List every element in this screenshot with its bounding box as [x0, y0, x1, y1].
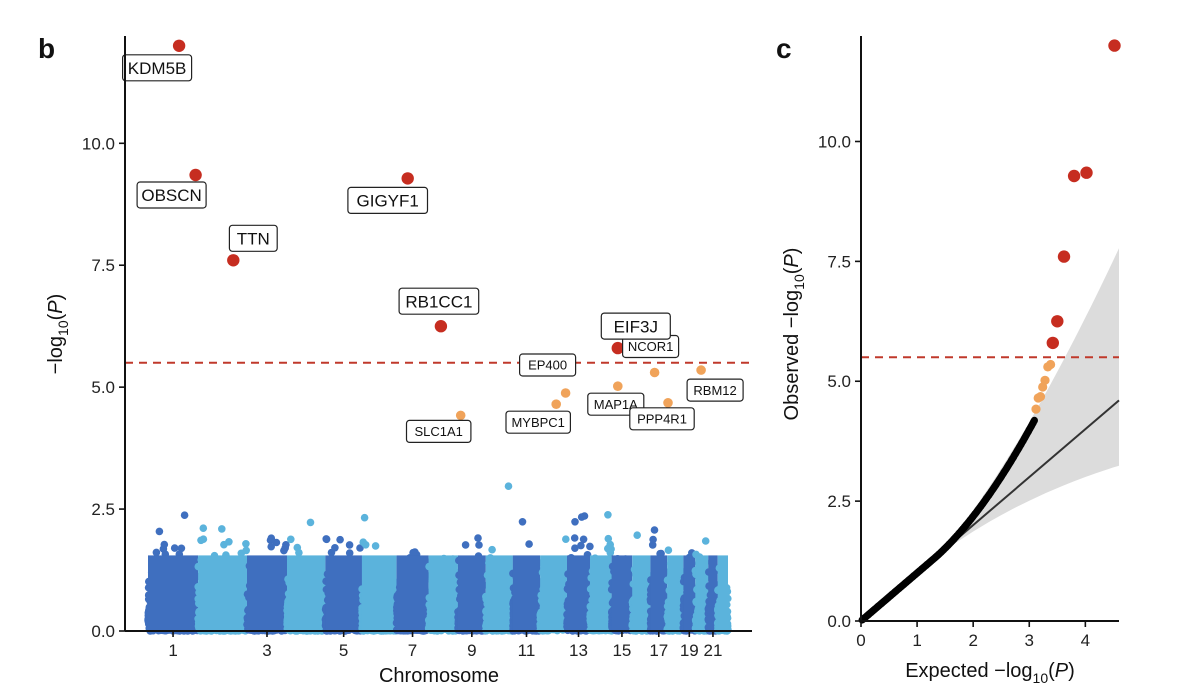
snp-point: [562, 535, 570, 543]
snp-point: [504, 482, 513, 491]
snp-point: [345, 541, 354, 549]
snp-point: [170, 544, 179, 552]
chromosome-3-points: [243, 534, 291, 635]
snp-point: [267, 542, 276, 551]
snp-density-base: [512, 555, 541, 631]
snp-density-base: [396, 555, 429, 631]
snp-point: [180, 511, 189, 519]
snp-point: [266, 536, 275, 544]
snp-point: [287, 535, 295, 544]
snp-point: [242, 546, 250, 555]
snp-density-base: [325, 555, 362, 631]
snp-point: [177, 544, 186, 553]
snp-point: [152, 548, 161, 557]
snp-point: [475, 541, 483, 549]
snp-point: [295, 548, 303, 557]
manhattan-plot-panel: b SLC1A1EP400MYBPC1MAP1ANCOR1PPP4R1RBM12…: [38, 33, 752, 687]
snp-point: [474, 534, 482, 542]
snp-point: [525, 540, 533, 548]
snp-density-base: [198, 555, 247, 631]
snp-point: [242, 540, 250, 548]
snp-density-base: [148, 555, 199, 631]
snp-density-base: [428, 555, 458, 631]
snp-point: [461, 541, 470, 549]
snp-point: [360, 513, 369, 522]
snp-point: [218, 525, 226, 533]
snp-density-base: [485, 555, 513, 631]
snp-density-base: [247, 555, 287, 631]
snp-point: [306, 518, 315, 527]
snp-point: [336, 535, 344, 544]
snp-point: [322, 535, 331, 543]
chromosome-1-points: [144, 511, 202, 635]
snp-point: [409, 548, 417, 557]
snp-point: [331, 544, 339, 552]
snp-point: [280, 546, 288, 555]
snp-density-base: [457, 555, 486, 631]
snp-point: [371, 542, 380, 550]
snp-point: [199, 524, 208, 532]
snp-point: [160, 540, 169, 549]
snp-density-base: [361, 555, 397, 631]
snp-point: [488, 545, 496, 554]
panel-label-b: b: [38, 33, 55, 64]
snp-point: [197, 536, 205, 545]
snp-density-base: [287, 555, 326, 631]
snp-point: [361, 541, 370, 549]
snp-point: [220, 540, 228, 549]
snp-point: [155, 527, 164, 536]
chromosome-2-points: [194, 524, 251, 635]
snp-point: [272, 538, 281, 547]
snp-point: [518, 518, 527, 526]
